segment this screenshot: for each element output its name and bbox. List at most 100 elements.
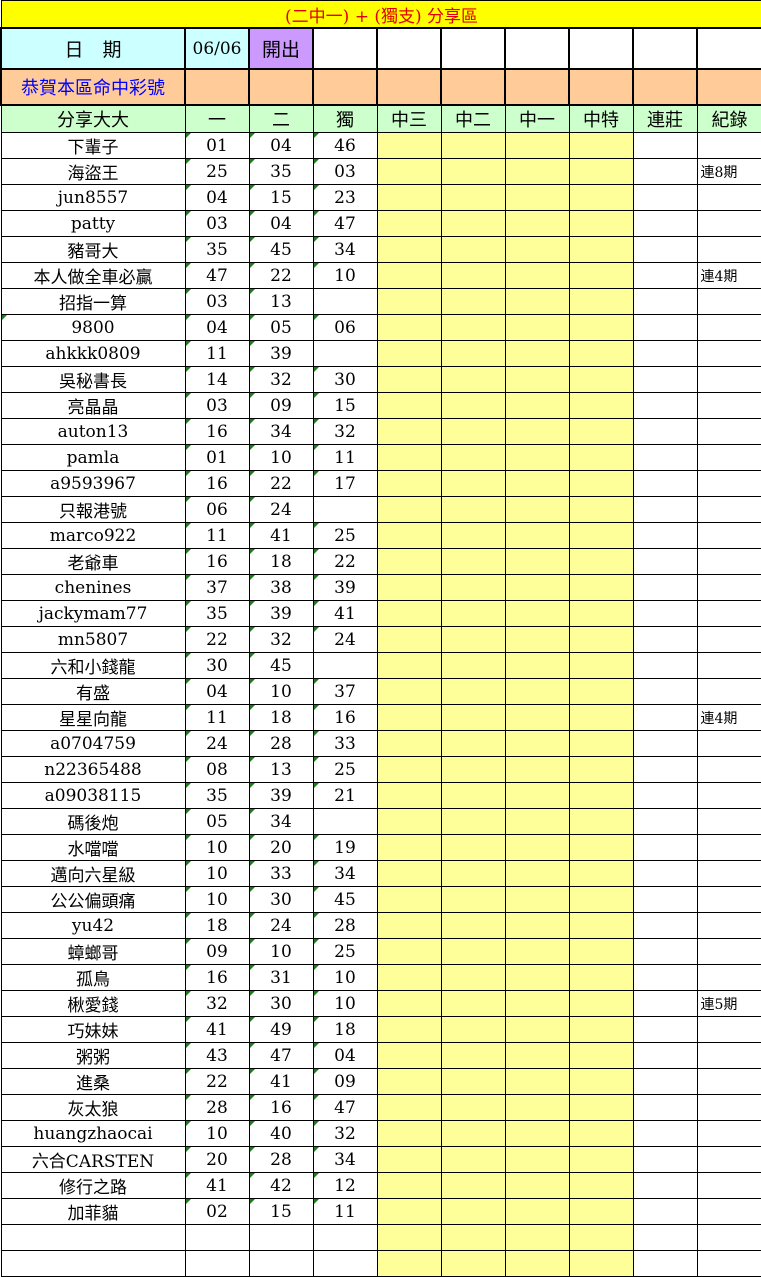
hit-two-cell[interactable] [440,314,506,341]
number-single[interactable]: 47 [312,1094,378,1121]
record-cell[interactable] [696,912,761,939]
number-second[interactable]: 38 [248,574,314,601]
hit-three-cell[interactable] [376,340,442,367]
record-cell[interactable] [696,314,761,341]
hit-three-cell[interactable] [376,1146,442,1173]
number-second[interactable]: 13 [248,756,314,783]
number-second[interactable]: 04 [248,210,314,237]
sharer-name[interactable]: 灰太狼 [0,1094,186,1121]
hit-one-cell[interactable] [504,1042,570,1069]
hit-one-cell[interactable] [504,990,570,1017]
hit-special-cell[interactable] [568,132,634,159]
hit-special-cell[interactable] [568,418,634,445]
number-first[interactable]: 06 [184,496,250,523]
number-second[interactable]: 40 [248,1120,314,1147]
number-single[interactable] [312,1224,378,1251]
hit-special-cell[interactable] [568,548,634,575]
hit-three-cell[interactable] [376,704,442,731]
number-single[interactable]: 06 [312,314,378,341]
hit-one-cell[interactable] [504,496,570,523]
record-cell[interactable] [696,418,761,445]
number-single[interactable] [312,288,378,315]
number-single[interactable]: 32 [312,418,378,445]
number-second[interactable]: 10 [248,938,314,965]
number-first[interactable]: 18 [184,912,250,939]
hit-three-cell[interactable] [376,444,442,471]
number-single[interactable]: 03 [312,158,378,185]
number-first[interactable]: 04 [184,314,250,341]
number-first[interactable]: 47 [184,262,250,289]
record-cell[interactable] [696,964,761,991]
hit-one-cell[interactable] [504,418,570,445]
streak-cell[interactable] [632,730,698,757]
number-second[interactable]: 15 [248,184,314,211]
number-second[interactable]: 18 [248,548,314,575]
sharer-name[interactable]: n22365488 [0,756,186,783]
hit-one-cell[interactable] [504,444,570,471]
sharer-name[interactable]: a09038115 [0,782,186,809]
hit-special-cell[interactable] [568,626,634,653]
draw-cell[interactable] [440,27,506,70]
sharer-name[interactable]: 六合CARSTEN [0,1146,186,1173]
hit-one-cell[interactable] [504,782,570,809]
streak-cell[interactable] [632,418,698,445]
hit-three-cell[interactable] [376,522,442,549]
sharer-name[interactable]: auton13 [0,418,186,445]
streak-cell[interactable] [632,366,698,393]
number-second[interactable]: 34 [248,808,314,835]
hit-one-cell[interactable] [504,964,570,991]
number-single[interactable]: 37 [312,678,378,705]
number-single[interactable]: 25 [312,522,378,549]
streak-cell[interactable] [632,210,698,237]
number-single[interactable]: 11 [312,1198,378,1225]
sharer-name[interactable]: 邁向六星級 [0,860,186,887]
hit-two-cell[interactable] [440,730,506,757]
hit-two-cell[interactable] [440,912,506,939]
sharer-name[interactable]: jun8557 [0,184,186,211]
record-cell[interactable] [696,600,761,627]
hit-three-cell[interactable] [376,288,442,315]
streak-cell[interactable] [632,938,698,965]
hit-one-cell[interactable] [504,1146,570,1173]
hit-two-cell[interactable] [440,496,506,523]
number-second[interactable]: 05 [248,314,314,341]
number-second[interactable]: 49 [248,1016,314,1043]
number-second[interactable]: 32 [248,366,314,393]
number-second[interactable]: 09 [248,392,314,419]
record-cell[interactable] [696,1016,761,1043]
hit-two-cell[interactable] [440,808,506,835]
hit-three-cell[interactable] [376,314,442,341]
number-single[interactable]: 41 [312,600,378,627]
number-first[interactable]: 01 [184,132,250,159]
number-first[interactable]: 03 [184,210,250,237]
hit-special-cell[interactable] [568,808,634,835]
draw-cell[interactable] [568,27,634,70]
number-second[interactable] [248,1224,314,1251]
hit-two-cell[interactable] [440,418,506,445]
number-second[interactable]: 30 [248,990,314,1017]
number-first[interactable]: 25 [184,158,250,185]
sharer-name[interactable]: huangzhaocai [0,1120,186,1147]
hit-three-cell[interactable] [376,886,442,913]
hit-two-cell[interactable] [440,210,506,237]
streak-cell[interactable] [632,314,698,341]
number-second[interactable]: 39 [248,600,314,627]
number-single[interactable]: 34 [312,860,378,887]
record-cell[interactable] [696,392,761,419]
hit-special-cell[interactable] [568,1146,634,1173]
number-second[interactable]: 24 [248,496,314,523]
hit-three-cell[interactable] [376,600,442,627]
number-first[interactable] [184,1224,250,1251]
sharer-name[interactable]: 星星向龍 [0,704,186,731]
hit-special-cell[interactable] [568,1068,634,1095]
hit-one-cell[interactable] [504,132,570,159]
hit-one-cell[interactable] [504,730,570,757]
hit-two-cell[interactable] [440,626,506,653]
hit-three-cell[interactable] [376,236,442,263]
hit-two-cell[interactable] [440,236,506,263]
record-cell[interactable] [696,522,761,549]
hit-one-cell[interactable] [504,236,570,263]
number-first[interactable]: 11 [184,704,250,731]
number-first[interactable]: 11 [184,522,250,549]
congrats-cell[interactable] [248,68,314,106]
